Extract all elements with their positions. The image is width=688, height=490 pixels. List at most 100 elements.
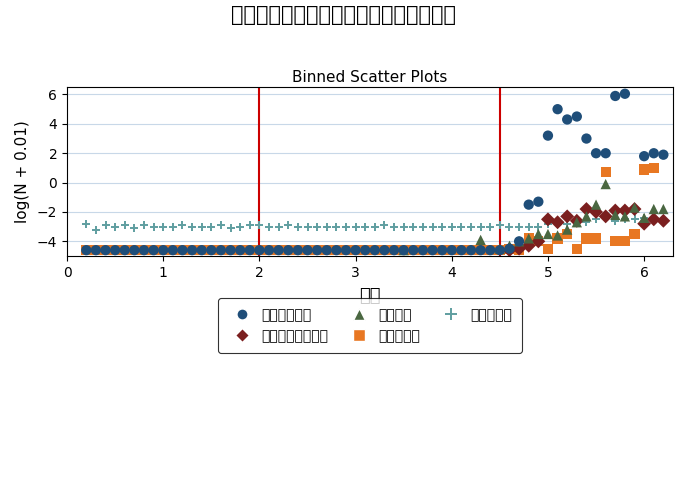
死者行方不明者数 bbox=[581, 205, 592, 213]
死者行方不明者数 bbox=[600, 213, 611, 220]
放射線濃度 bbox=[235, 223, 246, 231]
全半壊家屋数 bbox=[244, 246, 255, 254]
浸水世帯数 bbox=[302, 246, 313, 254]
死者行方不明者数 bbox=[523, 242, 534, 250]
負傷者数 bbox=[590, 201, 601, 209]
浸水世帯数 bbox=[447, 246, 458, 254]
全半壊家屋数 bbox=[379, 246, 390, 254]
放射線濃度 bbox=[244, 221, 255, 229]
浸水世帯数 bbox=[283, 246, 294, 254]
全半壊家屋数 bbox=[437, 246, 448, 254]
放射線濃度 bbox=[533, 223, 544, 231]
死者行方不明者数 bbox=[638, 220, 649, 228]
浸水世帯数 bbox=[215, 246, 226, 254]
放射線濃度 bbox=[148, 223, 159, 231]
放射線濃度 bbox=[254, 221, 265, 229]
全半壊家屋数 bbox=[90, 246, 101, 254]
全半壊家屋数 bbox=[398, 246, 409, 254]
全半壊家屋数 bbox=[408, 246, 419, 254]
浸水世帯数 bbox=[533, 238, 544, 245]
全半壊家屋数 bbox=[119, 246, 130, 254]
全半壊家屋数 bbox=[360, 246, 371, 254]
放射線濃度 bbox=[398, 223, 409, 231]
死者行方不明者数 bbox=[561, 213, 572, 220]
放射線濃度 bbox=[514, 223, 525, 231]
全半壊家屋数 bbox=[283, 246, 294, 254]
浸水世帯数 bbox=[109, 246, 120, 254]
全半壊家屋数 bbox=[80, 246, 92, 254]
全半壊家屋数 bbox=[389, 246, 400, 254]
死者行方不明者数 bbox=[629, 205, 640, 213]
全半壊家屋数 bbox=[369, 246, 380, 254]
浸水世帯数 bbox=[437, 246, 448, 254]
死者行方不明者数 bbox=[610, 207, 621, 215]
浸水世帯数 bbox=[196, 246, 207, 254]
浸水世帯数 bbox=[244, 246, 255, 254]
放射線濃度 bbox=[186, 223, 197, 231]
放射線濃度 bbox=[321, 223, 332, 231]
負傷者数 bbox=[398, 246, 409, 254]
死者行方不明者数 bbox=[514, 245, 525, 253]
浸水世帯数 bbox=[466, 246, 477, 254]
全半壊家屋数 bbox=[466, 246, 477, 254]
死者行方不明者数 bbox=[590, 208, 601, 216]
浸水世帯数 bbox=[590, 235, 601, 243]
死者行方不明者数 bbox=[648, 216, 659, 223]
放射線濃度 bbox=[312, 223, 323, 231]
放射線濃度 bbox=[90, 226, 101, 234]
全半壊家屋数 bbox=[561, 116, 572, 123]
全半壊家屋数 bbox=[523, 201, 534, 209]
全半壊家屋数 bbox=[341, 246, 352, 254]
浸水世帯数 bbox=[369, 246, 380, 254]
浸水世帯数 bbox=[542, 245, 553, 253]
負傷者数 bbox=[514, 238, 525, 245]
浸水世帯数 bbox=[552, 235, 563, 243]
放射線濃度 bbox=[408, 223, 419, 231]
全半壊家屋数 bbox=[418, 246, 429, 254]
浸水世帯数 bbox=[129, 246, 140, 254]
放射線濃度 bbox=[80, 220, 92, 228]
負傷者数 bbox=[561, 226, 572, 234]
全半壊家屋数 bbox=[158, 246, 169, 254]
浸水世帯数 bbox=[600, 169, 611, 176]
浸水世帯数 bbox=[235, 246, 246, 254]
放射線濃度 bbox=[177, 221, 188, 229]
負傷者数 bbox=[600, 180, 611, 188]
浸水世帯数 bbox=[292, 246, 303, 254]
放射線濃度 bbox=[369, 223, 380, 231]
放射線濃度 bbox=[456, 223, 467, 231]
放射線濃度 bbox=[341, 223, 352, 231]
負傷者数 bbox=[504, 242, 515, 250]
全半壊家屋数 bbox=[215, 246, 226, 254]
浸水世帯数 bbox=[379, 246, 390, 254]
全半壊家屋数 bbox=[447, 246, 458, 254]
放射線濃度 bbox=[109, 223, 120, 231]
全半壊家屋数 bbox=[273, 246, 284, 254]
死者行方不明者数 bbox=[552, 219, 563, 226]
負傷者数 bbox=[658, 205, 669, 213]
放射線濃度 bbox=[552, 220, 563, 228]
放射線濃度 bbox=[389, 223, 400, 231]
全半壊家屋数 bbox=[167, 246, 178, 254]
浸水世帯数 bbox=[629, 230, 640, 238]
全半壊家屋数 bbox=[610, 92, 621, 100]
負傷者数 bbox=[475, 236, 486, 244]
全半壊家屋数 bbox=[129, 246, 140, 254]
全半壊家屋数 bbox=[504, 245, 515, 253]
全半壊家屋数 bbox=[581, 135, 592, 143]
放射線濃度 bbox=[504, 223, 515, 231]
放射線濃度 bbox=[590, 216, 601, 223]
全半壊家屋数 bbox=[264, 246, 275, 254]
放射線濃度 bbox=[638, 214, 649, 222]
負傷者数 bbox=[629, 204, 640, 212]
全半壊家屋数 bbox=[485, 246, 496, 254]
負傷者数 bbox=[581, 213, 592, 220]
負傷者数 bbox=[552, 232, 563, 240]
負傷者数 bbox=[542, 230, 553, 238]
X-axis label: 震度: 震度 bbox=[359, 287, 380, 305]
放射線濃度 bbox=[360, 223, 371, 231]
放射線濃度 bbox=[138, 221, 149, 229]
浸水世帯数 bbox=[389, 246, 400, 254]
浸水世帯数 bbox=[408, 246, 419, 254]
浸水世帯数 bbox=[638, 166, 649, 173]
